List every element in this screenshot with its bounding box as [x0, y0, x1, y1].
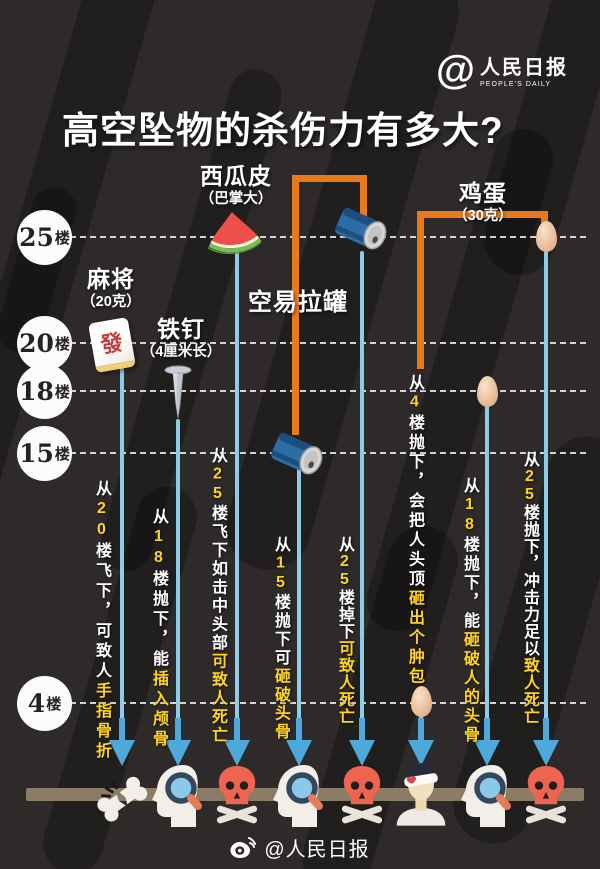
- egg-icon-25f: [536, 221, 557, 252]
- label-mahjong: 麻将 （20克）: [81, 266, 141, 310]
- nail-icon: [163, 365, 193, 421]
- floor-badge-25: 25 楼: [17, 210, 72, 265]
- egg-bracket-right-leg: [541, 211, 548, 226]
- down-arrow-icon: [349, 718, 375, 766]
- can-bracket-right-leg: [360, 175, 367, 217]
- effect-text-egg-4: 从4楼抛下，会把人头顶砸出个肿包: [406, 374, 423, 687]
- skull-crack-magnifier-icon: [271, 763, 327, 829]
- drop-line-egg-18: [485, 402, 489, 724]
- credit-text: @人民日报: [264, 839, 370, 861]
- death-skull-icon: [209, 761, 265, 827]
- can-icon-15f: [271, 431, 327, 479]
- down-arrow-icon: [533, 718, 559, 766]
- floor-line-4: [70, 702, 586, 704]
- effect-text-mahjong: 从20楼飞下，可致人手指骨折: [93, 480, 110, 762]
- label-can: 空易拉罐: [248, 289, 348, 316]
- page-title: 高空坠物的杀伤力有多大?: [62, 110, 504, 151]
- floor-badge-18: 18 楼: [17, 364, 72, 419]
- effect-text-watermelon: 从25楼飞下如击中头部可致人死亡: [209, 447, 226, 745]
- skull-crack-magnifier-icon: [150, 763, 206, 829]
- down-arrow-icon: [165, 718, 191, 766]
- drop-line-egg-25: [544, 251, 548, 724]
- drop-line-can-25: [360, 251, 364, 724]
- effect-text-can-15: 从15楼抛下可砸破头骨: [272, 536, 289, 742]
- egg-icon-18f: [477, 376, 498, 407]
- egg-bracket-top-bar: [417, 211, 548, 218]
- effect-text-egg-25: 从25楼抛下，冲击力足以致人死亡: [521, 451, 538, 725]
- floor-badge-20: 20 楼: [17, 316, 72, 371]
- down-arrow-icon: [408, 718, 434, 766]
- down-arrow-icon: [286, 718, 312, 766]
- footer-credit: @人民日报: [0, 833, 600, 862]
- label-nail: 铁钉 （4厘米长）: [140, 316, 222, 360]
- down-arrow-icon: [474, 718, 500, 766]
- weibo-icon: [230, 837, 256, 859]
- floor-line-18: [70, 390, 586, 392]
- head-bump-bandage-icon: [393, 759, 449, 827]
- floor-line-20: [70, 342, 586, 344]
- label-egg: 鸡蛋 （30克）: [453, 180, 513, 224]
- drop-line-can-15: [297, 466, 301, 724]
- effect-text-egg-18: 从18楼抛下，能砸破人的头骨: [461, 477, 478, 745]
- down-arrow-icon: [224, 718, 250, 766]
- drop-line-watermelon: [235, 250, 239, 724]
- logo-name-cn: 人民日报: [480, 57, 569, 79]
- floor-badge-15: 15 楼: [17, 426, 72, 481]
- can-bracket-top-bar: [292, 175, 367, 182]
- drop-line-mahjong: [120, 364, 124, 724]
- broken-bone-icon: [94, 763, 150, 829]
- egg-icon-4f: [411, 686, 432, 717]
- down-arrow-icon: [109, 718, 135, 766]
- death-skull-icon: [518, 761, 574, 827]
- at-megaphone-icon: @: [436, 48, 476, 92]
- floor-line-25: [70, 236, 586, 238]
- skull-crack-magnifier-icon: [459, 763, 515, 829]
- can-bracket-left-leg: [292, 175, 299, 435]
- effect-text-can-25: 从25楼掉下可致人死亡: [336, 536, 353, 725]
- watermelon-rind-icon: [206, 210, 262, 256]
- logo-name-en: PEOPLE'S DAILY: [480, 81, 552, 88]
- peoples-daily-logo: @ 人民日报 PEOPLE'S DAILY: [436, 48, 569, 92]
- can-icon-25f: [335, 206, 391, 254]
- death-skull-icon: [334, 761, 390, 827]
- effect-text-nail: 从18楼抛下，能插入颅骨: [150, 508, 167, 750]
- drop-line-nail: [176, 419, 180, 724]
- floor-line-15: [70, 452, 586, 454]
- label-watermelon: 西瓜皮 （巴掌大）: [199, 163, 273, 207]
- egg-bracket-left-leg: [417, 211, 424, 369]
